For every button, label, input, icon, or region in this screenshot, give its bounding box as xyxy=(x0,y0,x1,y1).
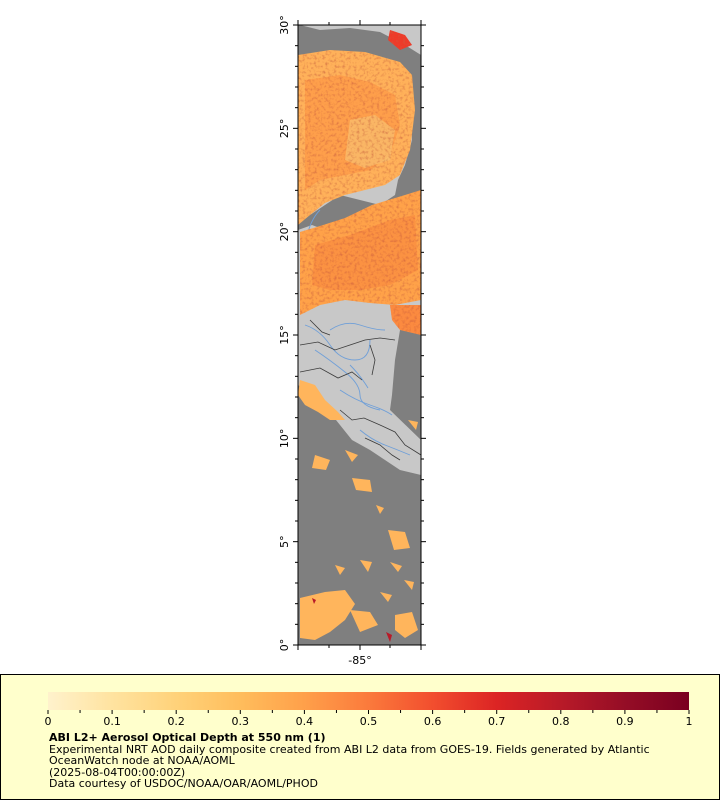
colorbar-ramp xyxy=(48,692,689,710)
legend-text: ABI L2+ Aerosol Optical Depth at 550 nm … xyxy=(49,732,650,790)
colorbar-tick-label: 0.2 xyxy=(167,715,185,728)
legend-description-cont: OceanWatch node at NOAA/AOML xyxy=(49,754,235,767)
borders xyxy=(299,319,421,461)
aod-patches xyxy=(298,380,418,640)
legend-credit: Data courtesy of USDOC/NOAA/OAR/AOML/PHO… xyxy=(49,777,318,790)
colorbar-tick-label: 0.1 xyxy=(103,715,121,728)
colorbar-tick-label: 1 xyxy=(686,715,693,728)
colorbar-tick-label: 0.4 xyxy=(296,715,314,728)
colorbar-ticks xyxy=(47,710,690,714)
colorbar-tick-label: 0.7 xyxy=(488,715,506,728)
map-figure: 0° 5° 10° 15° 20° 25° 30° -85° xyxy=(278,15,426,667)
x-axis xyxy=(297,20,422,650)
legend-title: ABI L2+ Aerosol Optical Depth at 550 nm … xyxy=(49,731,326,744)
legend-timestamp: (2025-08-04T00:00:00Z) xyxy=(49,765,186,779)
x-tick-label: -85° xyxy=(348,654,371,667)
colorbar-tick-label: 0.9 xyxy=(616,715,634,728)
legend-panel: 0 0.1 0.2 0.3 0.4 0.5 0.6 0.7 0.8 0.9 1 ABI L2+ Ae… xyxy=(0,674,720,800)
map-area xyxy=(298,25,421,645)
colorbar: 0 0.1 0.2 0.3 0.4 0.5 0.6 0.7 0.8 0.9 1 xyxy=(45,692,693,728)
colorbar-tick-labels: 0 0.1 0.2 0.3 0.4 0.5 0.6 0.7 0.8 0.9 1 xyxy=(45,715,693,728)
y-axis xyxy=(293,24,426,646)
colorbar-tick-label: 0.3 xyxy=(232,715,250,728)
y-tick-label: 25° xyxy=(278,119,291,139)
y-tick-label: 30° xyxy=(278,15,291,35)
y-tick-label: 5° xyxy=(278,535,291,548)
aod-hotspots xyxy=(312,598,392,642)
colorbar-tick-label: 0.8 xyxy=(552,715,570,728)
colorbar-tick-label: 0 xyxy=(45,715,52,728)
y-axis-labels: 0° 5° 10° 15° 20° 25° 30° xyxy=(278,15,291,651)
colorbar-tick-label: 0.6 xyxy=(424,715,442,728)
colorbar-tick-label: 0.5 xyxy=(360,715,378,728)
y-tick-label: 0° xyxy=(278,639,291,652)
aod-field xyxy=(298,30,421,335)
y-tick-label: 20° xyxy=(278,222,291,242)
y-tick-label: 10° xyxy=(278,429,291,449)
y-tick-label: 15° xyxy=(278,325,291,345)
legend-description: Experimental NRT AOD daily composite cre… xyxy=(49,742,650,756)
